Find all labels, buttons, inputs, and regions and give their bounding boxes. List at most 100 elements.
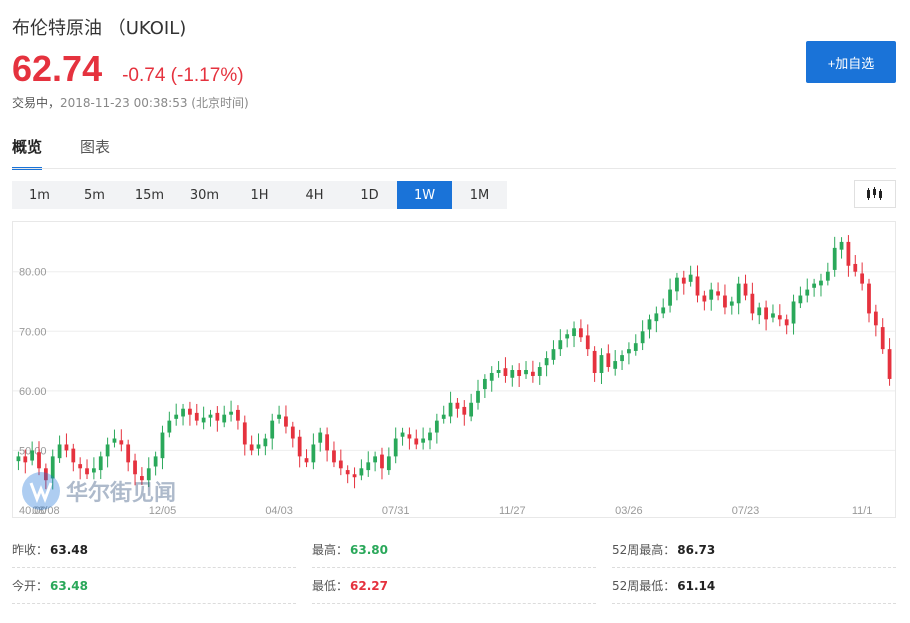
price-change: -0.74 (-1.17%) (122, 65, 244, 86)
candle-body (812, 283, 817, 288)
last-price: 62.74 (12, 48, 103, 89)
candle-body (208, 414, 213, 418)
candle-body (764, 307, 768, 320)
x-tick-label: 03/26 (615, 505, 643, 517)
stats-row: 昨收： 63.48 最高： 63.80 52周最高： 86.73 (12, 532, 896, 568)
candle-body (366, 462, 371, 471)
candle-body (119, 440, 124, 445)
x-tick-label: 11/27 (499, 505, 526, 517)
x-tick-label: 07/23 (732, 505, 760, 517)
candle-body (23, 456, 28, 463)
period-4h[interactable]: 4H (305, 187, 324, 203)
candle-body (146, 468, 151, 481)
candle-body (380, 454, 384, 469)
stats-row: 今开： 63.48 最低： 62.27 52周最低： 61.14 (12, 568, 896, 604)
trading-status: 交易中，2018-11-23 00:38:53 (北京时间) (12, 94, 249, 111)
stat-label: 最低： (312, 579, 349, 593)
candle-body (640, 331, 645, 344)
stat-low: 最低： 62.27 (312, 568, 596, 604)
timestamp: 2018-11-23 00:38:53 (北京时间) (60, 96, 249, 110)
candle-body (743, 283, 748, 296)
period-15m[interactable]: 15m (134, 187, 165, 203)
candle-body (482, 378, 487, 390)
instrument-title: 布伦特原油 （UKOIL) (12, 18, 187, 39)
tab-bar: 概览 图表 (12, 136, 148, 170)
period-30m[interactable]: 30m (189, 187, 220, 203)
candle-body (249, 444, 254, 451)
candle-body (400, 432, 405, 437)
candle-body (290, 426, 295, 439)
candle-body (43, 468, 48, 481)
period-5m[interactable]: 5m (84, 187, 105, 203)
candle-body (215, 412, 220, 421)
candle-body (496, 370, 501, 373)
y-tick-label: 80.00 (19, 267, 47, 279)
stat-52w-low: 52周最低： 61.14 (612, 568, 896, 604)
period-1h[interactable]: 1H (250, 187, 269, 203)
candle-body (393, 438, 398, 457)
candlestick-icon (867, 187, 882, 200)
price-row: 62.74 -0.74 (-1.17%) (12, 48, 244, 90)
candle-body (633, 343, 638, 351)
period-selector: 1m 5m 15m 30m 1H 4H 1D 1W 1M (12, 181, 507, 209)
candle-body (661, 307, 666, 314)
candle-body (620, 355, 624, 362)
candle-body (654, 313, 659, 322)
candle-body (311, 444, 316, 463)
period-1d[interactable]: 1D (360, 187, 379, 203)
candle-body (126, 444, 131, 463)
y-tick-label: 60.00 (19, 386, 47, 398)
candle-body (160, 432, 165, 459)
candle-body (64, 444, 69, 451)
candle-body (551, 349, 556, 360)
candle-body (188, 408, 192, 415)
candle-body (462, 406, 467, 415)
tab-chart[interactable]: 图表 (80, 138, 111, 156)
period-1m[interactable]: 1m (29, 187, 50, 203)
candle-body (784, 319, 789, 326)
candle-body (702, 295, 707, 302)
stat-label: 最高： (312, 543, 349, 557)
candle-body (613, 361, 618, 369)
candle-body (860, 273, 865, 284)
tab-overview[interactable]: 概览 (12, 136, 43, 170)
candle-body (565, 334, 570, 339)
candle-body (50, 456, 55, 479)
candle-body (386, 456, 391, 471)
stats-table: 昨收： 63.48 最高： 63.80 52周最高： 86.73 今开： 63.48 最… (12, 532, 896, 604)
candle-body (750, 293, 755, 314)
candle-body (167, 420, 172, 433)
stat-label: 52周最高： (612, 543, 676, 557)
candle-body (373, 456, 378, 463)
stat-open: 今开： 63.48 (12, 568, 296, 604)
candle-body (777, 315, 782, 320)
period-1w[interactable]: 1W (397, 181, 452, 209)
candle-body (352, 474, 357, 478)
price-chart[interactable]: 40.0050.0060.0070.0080.0008/0812/0504/03… (12, 221, 896, 518)
candle-body (825, 271, 830, 281)
candle-body (867, 283, 871, 314)
stat-52w-high: 52周最高： 86.73 (612, 532, 896, 568)
candle-body (91, 468, 96, 473)
candle-body (771, 313, 775, 318)
candle-body (140, 476, 144, 481)
candle-body (414, 438, 419, 445)
candle-body (338, 460, 343, 469)
candle-body (57, 444, 62, 459)
stat-value: 63.48 (50, 542, 88, 557)
candle-body (716, 291, 720, 296)
candle-body (263, 438, 268, 447)
candle-body (16, 456, 21, 462)
stat-value: 61.14 (677, 578, 716, 593)
candle-body (819, 280, 823, 286)
candlestick-chart[interactable]: 40.0050.0060.0070.0080.0008/0812/0504/03… (13, 222, 895, 517)
candle-body (524, 370, 528, 375)
chart-type-button[interactable] (854, 180, 896, 208)
candle-body (517, 370, 522, 376)
stat-value: 86.73 (677, 542, 716, 557)
candle-body (455, 402, 460, 409)
candle-body (709, 289, 714, 300)
candle-body (236, 409, 240, 421)
period-1mo[interactable]: 1M (469, 187, 490, 203)
add-to-watchlist-button[interactable]: +加自选 (806, 41, 896, 83)
